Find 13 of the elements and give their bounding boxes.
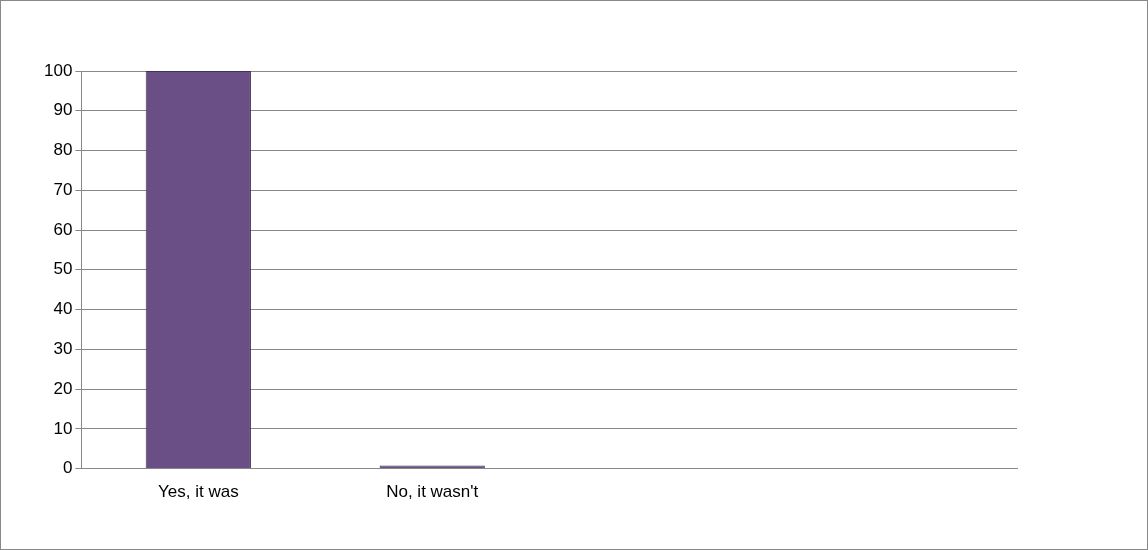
y-tick-label: 40 bbox=[53, 299, 73, 319]
y-tick-label: 90 bbox=[53, 100, 73, 120]
y-tick-label: 70 bbox=[53, 179, 73, 199]
x-tick-label: No, it wasn't bbox=[386, 482, 479, 502]
y-tick-label: 50 bbox=[53, 259, 73, 279]
y-tick-label: 30 bbox=[53, 339, 73, 359]
x-tick-label: Yes, it was bbox=[158, 482, 239, 502]
y-tick-label: 100 bbox=[43, 60, 73, 80]
y-tick-label: 80 bbox=[53, 140, 73, 160]
y-tick-label: 0 bbox=[62, 458, 73, 478]
y-tick-label: 20 bbox=[53, 378, 73, 398]
y-tick-label: 60 bbox=[53, 219, 73, 239]
y-tick-label: 10 bbox=[53, 418, 73, 438]
